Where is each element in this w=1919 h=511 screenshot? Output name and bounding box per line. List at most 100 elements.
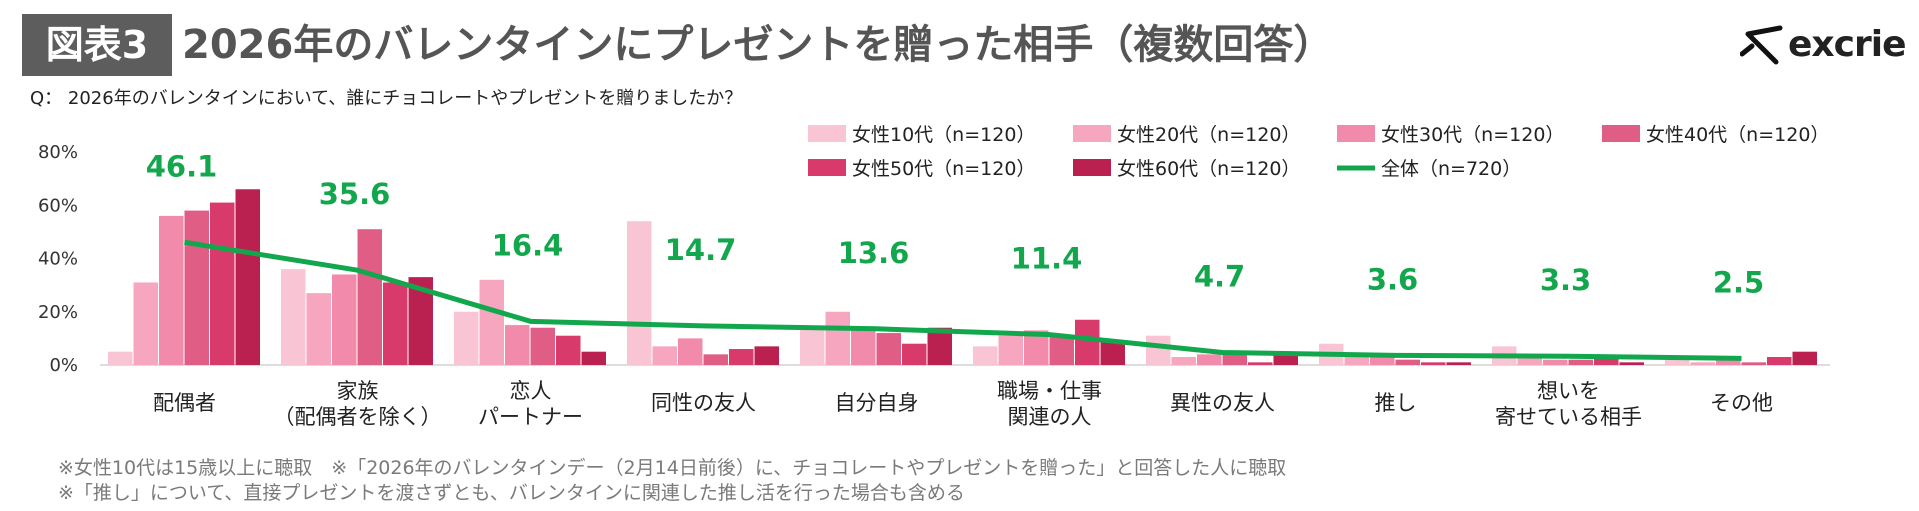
bar <box>383 282 408 365</box>
legend-label: 女性50代（n=120） <box>852 158 1035 180</box>
x-tick-label: 家族（配偶者を除く） <box>274 379 442 429</box>
bar <box>454 311 479 365</box>
footnote-1: ※女性10代は15歳以上に聴取 ※「2026年のバレンタインデー（2月14日前後… <box>58 457 1287 479</box>
bar <box>1421 362 1446 365</box>
y-tick-label: 60% <box>38 195 78 216</box>
bar <box>108 351 133 365</box>
bar <box>729 349 754 365</box>
bar <box>1049 335 1074 365</box>
chart-title: 2026年のバレンタインにプレゼントを贈った相手（複数回答） <box>182 22 1334 68</box>
data-label: 3.6 <box>1367 262 1418 296</box>
bar <box>133 282 158 365</box>
y-tick-label: 40% <box>38 249 78 270</box>
bar <box>306 293 331 365</box>
legend-label: 女性10代（n=120） <box>852 124 1035 146</box>
legend-swatch <box>1073 159 1111 176</box>
logo-mark-icon <box>1739 25 1783 65</box>
bar <box>678 338 703 365</box>
bar <box>210 202 235 365</box>
bar <box>505 325 530 365</box>
x-tick-label: 同性の友人 <box>651 391 756 415</box>
x-tick-label: 恋人パートナー <box>478 379 583 429</box>
x-tick-label: 職場・仕事関連の人 <box>997 379 1102 429</box>
bar <box>652 346 677 365</box>
bar <box>754 346 779 365</box>
bar <box>1171 357 1196 365</box>
bar <box>1344 357 1369 365</box>
data-label: 4.7 <box>1194 259 1245 293</box>
bar <box>1767 357 1792 365</box>
bar <box>1568 359 1593 365</box>
bar <box>703 354 728 365</box>
bar <box>1716 359 1741 365</box>
bar <box>927 327 952 365</box>
excrie-logo: excrie <box>1739 22 1906 72</box>
data-label: 3.3 <box>1540 263 1591 297</box>
x-tick-label: 想いを寄せている相手 <box>1495 379 1642 429</box>
data-label: 16.4 <box>492 228 564 262</box>
data-label: 2.5 <box>1713 265 1764 299</box>
bar <box>281 269 306 365</box>
bar <box>159 215 184 365</box>
bar <box>235 189 260 365</box>
bar <box>581 351 606 365</box>
x-tick-label: 推し <box>1375 391 1417 415</box>
logo-text: excrie <box>1788 24 1906 65</box>
data-label: 13.6 <box>838 236 910 270</box>
bar <box>357 229 382 365</box>
bar <box>1075 319 1100 365</box>
data-label: 11.4 <box>1011 242 1083 276</box>
data-label: 14.7 <box>665 233 737 267</box>
legend-swatch <box>1337 125 1375 142</box>
legend-swatch <box>808 125 846 142</box>
bar <box>1690 362 1715 365</box>
bar <box>479 279 504 365</box>
bar <box>556 335 581 365</box>
bar <box>1741 362 1766 365</box>
bar <box>1146 335 1171 365</box>
y-tick-label: 80% <box>38 142 78 163</box>
bar <box>1197 354 1222 365</box>
bar <box>1517 357 1542 365</box>
legend-label: 全体（n=720） <box>1381 158 1521 180</box>
bar <box>1446 362 1471 365</box>
bar <box>825 311 850 365</box>
x-tick-label: 配偶者 <box>153 391 216 415</box>
bar <box>332 274 357 365</box>
bar <box>1594 357 1619 365</box>
y-tick-label: 20% <box>38 302 78 323</box>
data-label: 35.6 <box>319 177 391 211</box>
bar <box>1248 362 1273 365</box>
legend-label: 女性60代（n=120） <box>1117 158 1300 180</box>
data-label: 46.1 <box>146 149 218 183</box>
legend-swatch <box>1073 125 1111 142</box>
bar <box>876 333 901 365</box>
bar <box>627 221 652 365</box>
bar <box>998 335 1023 365</box>
x-tick-label: その他 <box>1710 391 1773 415</box>
x-tick-label: 自分自身 <box>835 391 919 415</box>
legend-swatch <box>808 159 846 176</box>
bar <box>530 327 555 365</box>
bar <box>1792 351 1817 365</box>
bar <box>1543 359 1568 365</box>
footnote-2: ※「推し」について、直接プレゼントを渡さずとも、バレンタインに関連した推し活を行… <box>58 482 965 504</box>
bar <box>851 327 876 365</box>
bar <box>1370 354 1395 365</box>
overall-line <box>184 239 1742 361</box>
bar <box>1395 359 1420 365</box>
y-tick-label: 0% <box>49 355 78 376</box>
bar <box>184 210 209 365</box>
x-tick-label: 異性の友人 <box>1170 391 1275 415</box>
bar <box>1100 341 1125 365</box>
bar <box>1665 357 1690 365</box>
bar <box>800 327 825 365</box>
legend-swatch <box>1602 125 1640 142</box>
legend-label: 女性40代（n=120） <box>1646 124 1829 146</box>
survey-question: Q： 2026年のバレンタインにおいて、誰にチョコレートやプレゼントを贈りました… <box>30 88 743 109</box>
legend-label: 女性30代（n=120） <box>1381 124 1564 146</box>
legend-label: 女性20代（n=120） <box>1117 124 1300 146</box>
bar <box>973 346 998 365</box>
figure-label: 図表3 <box>22 14 172 76</box>
